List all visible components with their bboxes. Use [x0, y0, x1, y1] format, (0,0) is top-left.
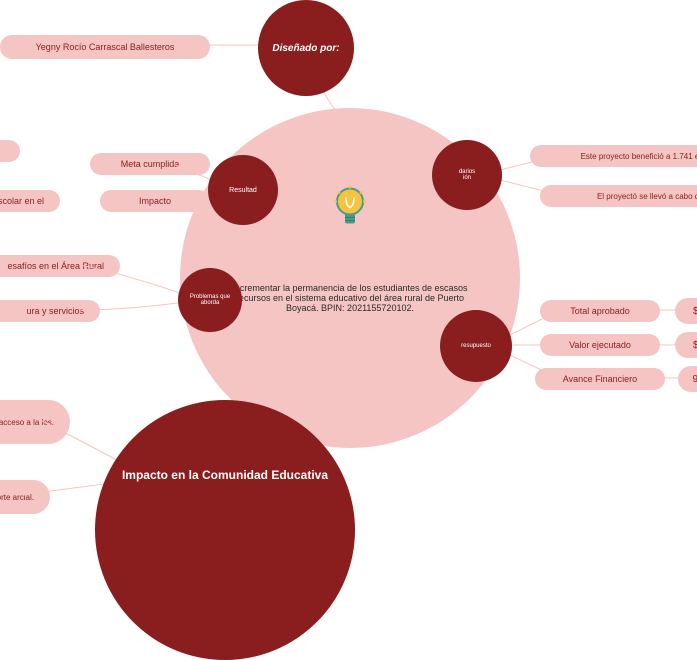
- impact-node: Impacto en la Comunidad Educativa: [95, 400, 355, 660]
- designer-name: Yegny Rocío Carrascal Ballesteros: [36, 42, 175, 52]
- problems-node: Problemas que aborda: [178, 268, 242, 332]
- central-text: Incrementar la permanencia de los estudi…: [230, 283, 470, 313]
- impact-title: Impacto en la Comunidad Educativa: [122, 468, 328, 482]
- results-label: Resultad: [229, 187, 257, 194]
- beneficiaries-label: darios ión: [459, 169, 475, 181]
- results-node: Resultad: [208, 155, 278, 225]
- beneficiaries-node: darios ión: [432, 140, 502, 210]
- problems-label: Problemas que aborda: [188, 294, 232, 306]
- designer-node: Diseñado por:: [258, 0, 354, 96]
- designer-name-pill: Yegny Rocío Carrascal Ballesteros: [0, 35, 210, 59]
- budget-label: resupuesto: [461, 343, 491, 349]
- designer-label: Diseñado por:: [272, 43, 339, 54]
- budget-node: resupuesto: [440, 310, 512, 382]
- lightbulb-icon: [332, 186, 368, 235]
